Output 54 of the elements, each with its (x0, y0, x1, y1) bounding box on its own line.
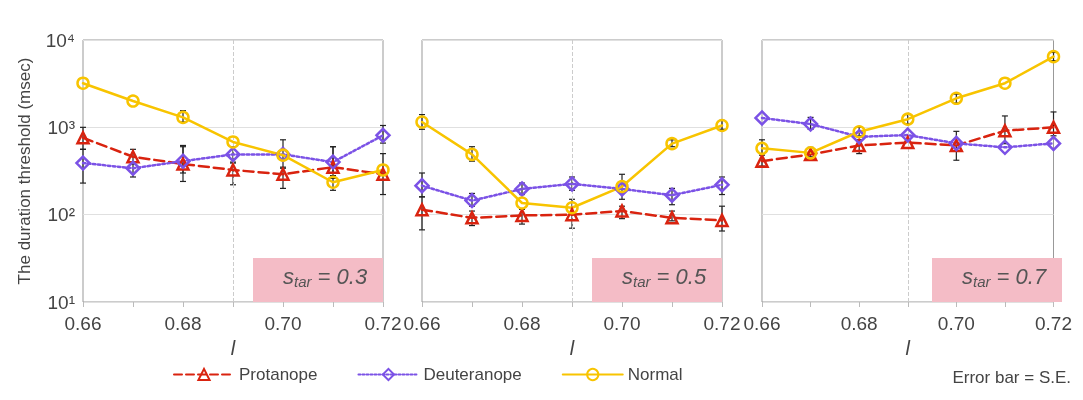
point (414, 177, 430, 194)
point (226, 163, 240, 177)
point (949, 91, 964, 106)
point (514, 181, 530, 197)
x-axis-title: l (230, 336, 236, 359)
x-tick-label: 0.66 (403, 313, 441, 334)
point (754, 110, 770, 126)
x-axis-title: l (905, 336, 911, 359)
point (415, 202, 429, 217)
x-tick-label: 0.72 (1035, 313, 1072, 334)
point (76, 76, 90, 90)
point (226, 135, 240, 149)
point (276, 167, 290, 182)
point (1046, 120, 1061, 135)
point (998, 123, 1012, 138)
point (715, 213, 729, 228)
x-tick-label: 0.70 (264, 313, 302, 334)
point (76, 130, 90, 145)
point (515, 196, 529, 210)
point (325, 154, 341, 170)
x-tick-label: 0.72 (364, 313, 402, 334)
y-axis-title: The duration threshold (msec) (15, 57, 34, 285)
point (126, 94, 140, 108)
y-tick-label: 10⁴ (45, 29, 75, 51)
point (415, 115, 429, 129)
x-tick-label: 0.68 (503, 313, 541, 334)
point (75, 155, 91, 171)
y-tick-label: 10³ (47, 116, 75, 138)
y-tick-label: 10¹ (47, 291, 75, 313)
point (464, 192, 480, 209)
x-tick-label: 0.70 (937, 313, 975, 334)
legend-label: Normal (627, 365, 683, 384)
legend-label: Deuteranope (423, 365, 522, 384)
point (564, 176, 580, 192)
point (900, 127, 916, 143)
text: Error bar = S.E. (952, 368, 1072, 387)
y-tick-label: 10² (47, 204, 75, 226)
point (1045, 135, 1062, 152)
x-tick-label: 0.68 (164, 313, 202, 334)
point (998, 76, 1012, 90)
x-tick-label: 0.66 (743, 313, 781, 334)
x-axis-title: l (569, 336, 575, 359)
point (376, 163, 390, 177)
point (997, 139, 1013, 156)
x-tick-label: 0.66 (64, 313, 102, 334)
point (664, 187, 680, 203)
x-tick-label: 0.70 (603, 313, 641, 334)
point (565, 201, 579, 215)
point (714, 177, 730, 193)
x-tick-label: 0.68 (840, 313, 878, 334)
point (375, 127, 391, 144)
point (802, 116, 819, 132)
x-tick-label: 0.72 (703, 313, 741, 334)
legend-label: Protanope (239, 365, 318, 384)
